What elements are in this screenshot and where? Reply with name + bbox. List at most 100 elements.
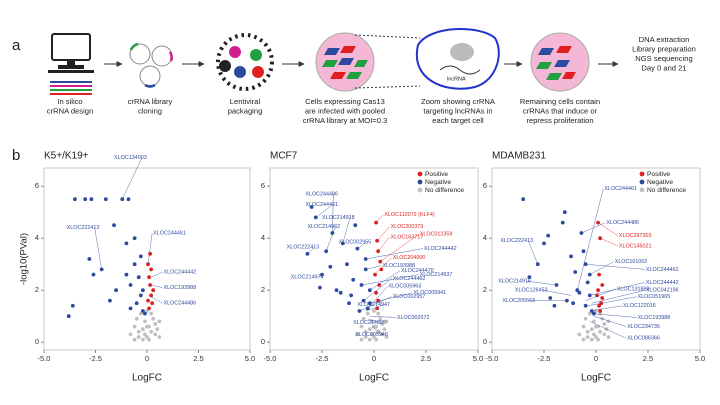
legend-label: Negative — [647, 179, 673, 186]
data-point — [143, 332, 147, 337]
leader-line — [318, 274, 323, 278]
x-tick-label: -2.5 — [538, 354, 551, 363]
leader-line — [587, 296, 637, 306]
step-caption: NGS sequencing — [635, 54, 692, 63]
gene-label: XLOC122016 — [623, 303, 656, 309]
x-tick-label: 5.0 — [695, 354, 705, 363]
cell-population — [530, 32, 590, 92]
data-point — [145, 309, 149, 313]
leader-line — [365, 248, 423, 260]
data-point — [151, 288, 156, 293]
legend-marker — [417, 187, 423, 193]
leader-line — [581, 222, 606, 234]
data-point — [592, 332, 596, 337]
data-point — [91, 272, 96, 277]
step-caption: crRNA library at MOI=0.3 — [303, 116, 388, 125]
x-tick-label: -5.0 — [486, 354, 499, 363]
data-point — [597, 272, 602, 277]
data-point — [376, 311, 381, 316]
gene-label: XLOC200373 — [391, 224, 424, 230]
data-point — [372, 335, 376, 339]
step-caption: Library preparation — [632, 45, 696, 54]
data-point — [136, 335, 141, 339]
step-caption: are infected with pooled — [305, 107, 385, 116]
legend-label: Positive — [647, 171, 670, 178]
data-point — [124, 272, 129, 277]
step-caption: Zoom showing crRNA — [421, 97, 496, 106]
volcano-plot: MCF7 LogFC -5.0 -2.5 0 2.5 5.0 0 2 4 6 XLOC244486 XL… — [261, 151, 483, 384]
data-point — [600, 296, 605, 300]
data-point — [143, 319, 147, 324]
data-point — [527, 275, 532, 280]
leader-line — [357, 241, 367, 249]
leader-line — [589, 305, 623, 312]
data-point — [560, 220, 565, 225]
y-tick-label: 4 — [483, 233, 487, 242]
gene-label: XLOC234735 — [627, 324, 660, 330]
data-point — [153, 332, 158, 337]
plot-title: K5+/K19+ — [44, 151, 89, 162]
data-point — [384, 335, 389, 339]
leader-line — [374, 257, 392, 275]
data-point — [546, 233, 551, 238]
data-point — [132, 262, 137, 267]
data-point — [589, 337, 594, 342]
data-point — [143, 311, 147, 316]
x-axis-label: LogFC — [132, 373, 162, 384]
data-point — [338, 290, 343, 295]
data-point — [120, 197, 125, 202]
gene-label: XLOC193988 — [382, 263, 415, 269]
x-tick-label: 0 — [372, 354, 376, 363]
gene-label: XLOC244461 — [604, 186, 637, 192]
gene-label: XLOC244486 — [305, 191, 338, 197]
data-point — [359, 324, 364, 329]
data-point — [380, 332, 385, 337]
x-tick-label: 2.5 — [421, 354, 431, 363]
leader-line — [585, 264, 645, 270]
step-caption: Remaining cells contain — [520, 97, 600, 106]
y-axis-label: -log10(PVal) — [19, 233, 30, 285]
data-point — [334, 288, 339, 293]
step-caption: crRNAs that induce or — [523, 107, 598, 116]
gene-label: XLOC002955 — [339, 240, 372, 246]
gene-label: XLOC244470 — [401, 268, 434, 274]
data-point — [542, 241, 546, 246]
leader-line — [528, 240, 538, 265]
data-point — [128, 306, 133, 311]
zoom-line — [354, 85, 421, 89]
data-point — [347, 301, 351, 306]
gene-label: XLOC002957 — [393, 294, 426, 300]
data-point — [581, 337, 586, 342]
data-point — [589, 309, 594, 313]
leader-line — [526, 280, 557, 286]
data-point — [128, 332, 133, 337]
data-point — [128, 283, 133, 287]
data-point — [602, 332, 607, 337]
leader-line — [367, 318, 382, 323]
data-point — [363, 329, 368, 334]
step-caption: Lentiviral — [230, 97, 261, 106]
legend-marker — [639, 187, 645, 193]
leader-line — [371, 326, 384, 335]
leader-line — [369, 292, 413, 304]
step-caption: In silico — [57, 97, 82, 106]
data-point — [562, 210, 567, 215]
gene-label: XLOC134003 — [114, 155, 147, 161]
volcano-plot: K5+/K19+ LogFC -log10(PVal) -5.0 -2.5 0 2.5 5.0… — [19, 151, 256, 384]
leader-line — [380, 234, 419, 262]
data-point — [66, 314, 71, 319]
data-point — [571, 301, 576, 306]
leader-line — [600, 238, 618, 247]
data-point — [596, 288, 600, 293]
step-caption: crRNA design — [47, 107, 93, 116]
legend-label: No difference — [647, 187, 686, 194]
data-point — [606, 335, 611, 339]
leader-line — [375, 214, 384, 223]
leader-line — [367, 286, 388, 309]
cell-population — [315, 32, 375, 92]
data-point — [151, 316, 156, 321]
gene-label: XLOC193988 — [163, 285, 196, 291]
gene-label: XLOC244486 — [606, 220, 639, 226]
data-point — [140, 337, 145, 342]
data-point — [126, 197, 131, 202]
